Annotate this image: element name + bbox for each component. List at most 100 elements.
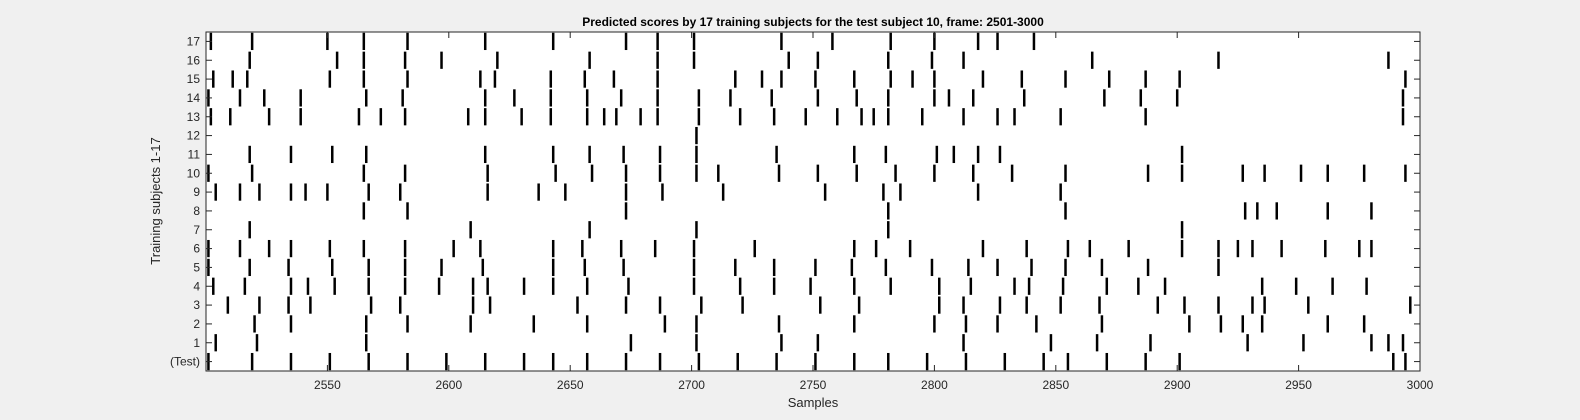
raster-mark	[483, 89, 487, 107]
raster-mark	[627, 277, 630, 295]
raster-mark	[304, 183, 307, 201]
x-tick-label: 2550	[314, 378, 341, 392]
x-tick-label: 2650	[557, 378, 584, 392]
raster-mark	[406, 315, 409, 333]
raster-mark	[853, 239, 856, 258]
raster-mark	[775, 145, 778, 164]
raster-mark	[483, 108, 487, 126]
raster-mark	[258, 183, 261, 201]
raster-mark	[1100, 258, 1104, 277]
raster-mark	[1144, 352, 1147, 371]
raster-mark	[629, 334, 633, 352]
raster-mark	[289, 315, 293, 333]
y-tick-label: (Test)	[170, 355, 200, 369]
raster-mark	[328, 352, 332, 371]
raster-mark	[483, 352, 487, 371]
raster-mark	[1144, 108, 1147, 126]
raster-mark	[255, 334, 259, 352]
raster-mark	[889, 277, 892, 295]
raster-mark	[403, 108, 407, 126]
raster-mark	[212, 70, 215, 88]
raster-mark	[933, 164, 936, 182]
raster-mark	[624, 164, 628, 182]
raster-mark	[212, 277, 215, 295]
raster-mark	[466, 108, 470, 126]
raster-mark	[537, 183, 540, 201]
raster-mark	[814, 70, 817, 88]
raster-mark	[697, 352, 701, 371]
raster-mark	[619, 239, 623, 258]
raster-mark	[238, 183, 242, 201]
raster-mark	[306, 277, 310, 295]
raster-mark	[1064, 258, 1067, 277]
raster-mark	[738, 277, 742, 295]
raster-mark	[551, 352, 555, 371]
raster-mark	[717, 164, 720, 182]
raster-mark	[692, 51, 696, 69]
raster-mark	[772, 258, 776, 277]
raster-mark	[1243, 202, 1247, 220]
x-tick-label: 2750	[800, 378, 827, 392]
raster-mark	[1163, 277, 1167, 295]
y-tick-label: 2	[193, 317, 200, 331]
raster-mark	[1241, 164, 1245, 182]
raster-mark	[493, 70, 497, 88]
raster-mark	[250, 352, 254, 371]
raster-mark	[398, 296, 402, 314]
raster-mark	[1217, 239, 1220, 258]
raster-mark	[1178, 352, 1181, 371]
raster-mark	[333, 277, 336, 295]
raster-mark	[967, 258, 970, 277]
raster-mark	[1013, 108, 1016, 126]
y-tick-label: 7	[193, 223, 200, 237]
raster-mark	[253, 315, 256, 333]
raster-mark	[889, 70, 892, 88]
raster-mark	[933, 70, 936, 88]
raster-mark	[1280, 239, 1283, 258]
raster-mark	[933, 32, 936, 51]
raster-mark	[602, 108, 606, 126]
raster-mark	[469, 221, 472, 239]
raster-mark	[250, 164, 254, 182]
raster-mark	[287, 296, 290, 314]
raster-mark	[401, 89, 404, 107]
raster-mark	[1146, 258, 1150, 277]
x-tick-label: 2700	[678, 378, 705, 392]
raster-mark	[741, 296, 744, 314]
raster-mark	[362, 239, 366, 258]
raster-mark	[850, 258, 854, 277]
raster-mark	[367, 183, 370, 201]
raster-mark	[853, 277, 856, 295]
raster-mark	[695, 126, 698, 145]
raster-mark	[590, 164, 594, 182]
raster-mark	[1251, 296, 1254, 314]
raster-mark	[551, 145, 555, 164]
raster-mark	[452, 239, 455, 258]
raster-mark	[1251, 239, 1254, 258]
raster-mark	[853, 145, 856, 164]
raster-mark	[656, 51, 659, 69]
y-tick-label: 5	[193, 260, 200, 274]
raster-mark	[549, 89, 553, 107]
raster-mark	[496, 51, 499, 69]
raster-mark	[1156, 296, 1160, 314]
raster-mark	[287, 258, 290, 277]
raster-mark	[938, 296, 941, 314]
raster-mark	[772, 277, 776, 295]
raster-mark	[962, 108, 965, 126]
raster-mark	[1098, 296, 1101, 314]
raster-mark	[588, 51, 591, 69]
raster-mark	[335, 51, 339, 69]
raster-mark	[1027, 277, 1031, 295]
raster-mark	[1404, 352, 1407, 371]
raster-mark	[1219, 315, 1223, 333]
raster-mark	[1013, 277, 1016, 295]
y-tick-label: 9	[193, 185, 200, 199]
raster-mark	[362, 51, 366, 69]
raster-mark	[1299, 164, 1303, 182]
raster-mark	[588, 221, 591, 239]
raster-mark	[471, 277, 475, 295]
raster-mark	[1175, 89, 1179, 107]
raster-mark	[246, 70, 249, 88]
raster-mark	[1326, 315, 1329, 333]
